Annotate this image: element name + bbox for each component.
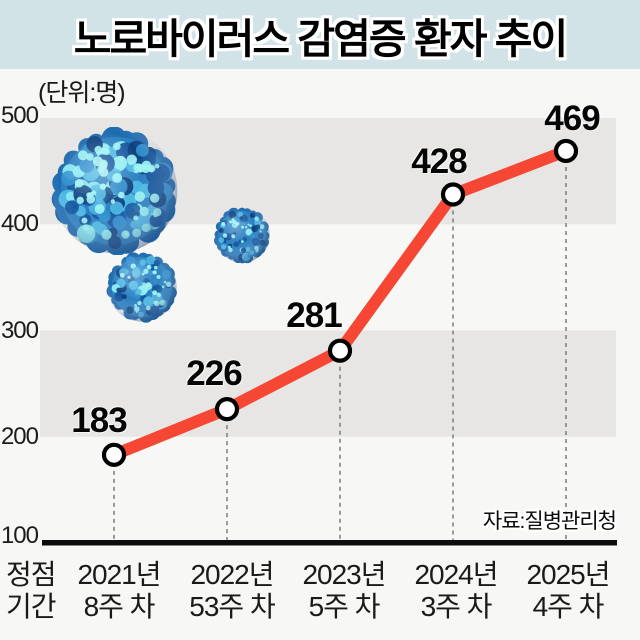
x-axis-label: 2021년 8주 차 [54, 559, 184, 623]
norovirus-particle-small-icon [214, 207, 270, 264]
x-axis-corner-label: 정점 기간 [2, 559, 70, 623]
unit-label: (단위:명) [38, 79, 126, 107]
x-label-week: 53주 차 [189, 591, 275, 622]
x-label-week: 3주 차 [420, 591, 493, 622]
x-axis-label: 2024년 3주 차 [391, 559, 521, 623]
x-label-year: 2021년 [77, 559, 161, 590]
corner-line2: 기간 [6, 591, 57, 622]
y-axis-tick: 100 [0, 522, 39, 549]
source-label: 자료:질병관리청 [482, 510, 617, 533]
x-axis-label: 2023년 5주 차 [279, 559, 409, 623]
x-label-week: 4주 차 [532, 591, 605, 622]
x-label-week: 5주 차 [308, 591, 381, 622]
page-title: 노로바이러스 감염증 환자 추이 [73, 15, 569, 62]
point-value-label: 281 [286, 296, 342, 335]
point-value-label: 469 [544, 99, 600, 138]
norovirus-particle-medium-icon [106, 252, 177, 323]
point-value-label: 428 [411, 142, 467, 181]
y-axis-tick: 200 [0, 423, 39, 450]
point-value-label: 226 [186, 354, 242, 393]
x-label-year: 2024년 [414, 559, 498, 590]
x-axis-label: 2025년 4주 차 [503, 559, 633, 623]
point-value-label: 183 [71, 401, 127, 440]
corner-line1: 정점 [6, 559, 57, 590]
y-axis-tick: 400 [0, 210, 39, 237]
x-label-week: 8주 차 [83, 591, 156, 622]
x-label-year: 2025년 [526, 559, 610, 590]
x-label-year: 2023년 [302, 559, 386, 590]
x-axis-label: 2022년 53주 차 [167, 559, 297, 623]
norovirus-particle-large-icon [51, 127, 178, 255]
header: 노로바이러스 감염증 환자 추이 [0, 0, 640, 69]
x-label-year: 2022년 [190, 559, 274, 590]
y-axis-tick: 500 [0, 102, 39, 129]
y-axis-tick: 300 [0, 317, 39, 344]
